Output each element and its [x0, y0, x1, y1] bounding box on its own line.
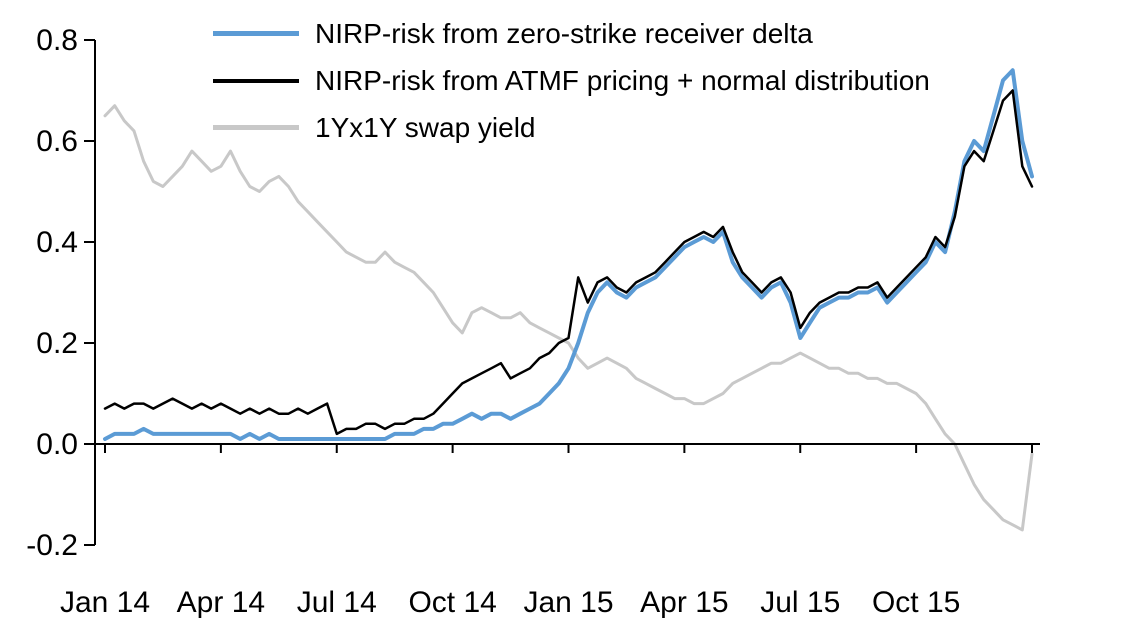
x-tick-label: Jul 14	[297, 586, 377, 619]
legend-item-zero-strike: NIRP-risk from zero-strike receiver delt…	[213, 16, 930, 51]
y-tick-label: 0.8	[36, 24, 78, 57]
chart-legend: NIRP-risk from zero-strike receiver delt…	[213, 16, 930, 157]
series-line-0	[103, 68, 1034, 441]
legend-label-atmf: NIRP-risk from ATMF pricing + normal dis…	[315, 65, 930, 96]
x-tick-label: Apr 14	[177, 586, 265, 619]
legend-swatch-black-line	[213, 78, 299, 83]
legend-label-swap-yield: 1Yx1Y swap yield	[315, 112, 536, 143]
x-tick-label: Jan 14	[60, 586, 150, 619]
legend-item-swap-yield: 1Yx1Y swap yield	[213, 110, 930, 145]
y-tick-label: -0.2	[26, 529, 78, 562]
x-tick-label: Jan 15	[523, 586, 613, 619]
x-tick-label: Jul 15	[760, 586, 840, 619]
y-tick-label: 0.6	[36, 125, 78, 158]
x-tick-label: Oct 15	[872, 586, 960, 619]
y-tick-label: 0.4	[36, 226, 78, 259]
x-tick-label: Apr 15	[640, 586, 728, 619]
series-line-2	[103, 104, 1034, 532]
legend-swatch-blue-line	[213, 30, 299, 37]
legend-swatch-gray-line	[213, 125, 299, 130]
legend-item-atmf: NIRP-risk from ATMF pricing + normal dis…	[213, 63, 930, 98]
legend-label-zero-strike: NIRP-risk from zero-strike receiver delt…	[315, 18, 813, 49]
y-tick-label: 0.0	[36, 428, 78, 461]
x-tick-label: Oct 14	[408, 586, 496, 619]
series-line-1	[103, 89, 1034, 436]
y-tick-label: 0.2	[36, 327, 78, 360]
